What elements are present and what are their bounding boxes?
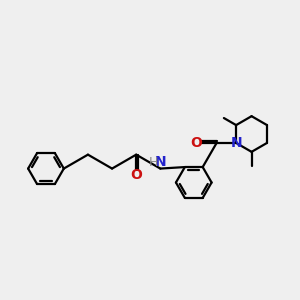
Text: N: N xyxy=(230,136,242,150)
Text: N: N xyxy=(154,155,166,169)
Text: O: O xyxy=(190,136,202,150)
Text: H: H xyxy=(149,156,158,169)
Text: O: O xyxy=(130,168,142,182)
